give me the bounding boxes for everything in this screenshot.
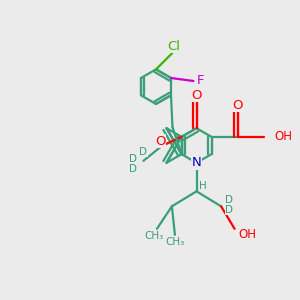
Text: O: O xyxy=(191,89,202,102)
Text: OH: OH xyxy=(238,228,256,241)
Text: D: D xyxy=(129,164,137,174)
Text: F: F xyxy=(196,74,204,88)
Text: H: H xyxy=(199,181,207,191)
Text: D: D xyxy=(129,154,137,164)
Text: D: D xyxy=(226,195,233,205)
Text: CH₃: CH₃ xyxy=(144,231,164,241)
Text: O: O xyxy=(232,99,243,112)
Text: N: N xyxy=(192,156,201,169)
Text: CH₃: CH₃ xyxy=(165,237,184,247)
Text: D: D xyxy=(226,205,233,215)
Text: OH: OH xyxy=(274,130,292,143)
Text: O: O xyxy=(155,135,166,148)
Text: D: D xyxy=(140,147,147,157)
Text: Cl: Cl xyxy=(167,40,181,53)
